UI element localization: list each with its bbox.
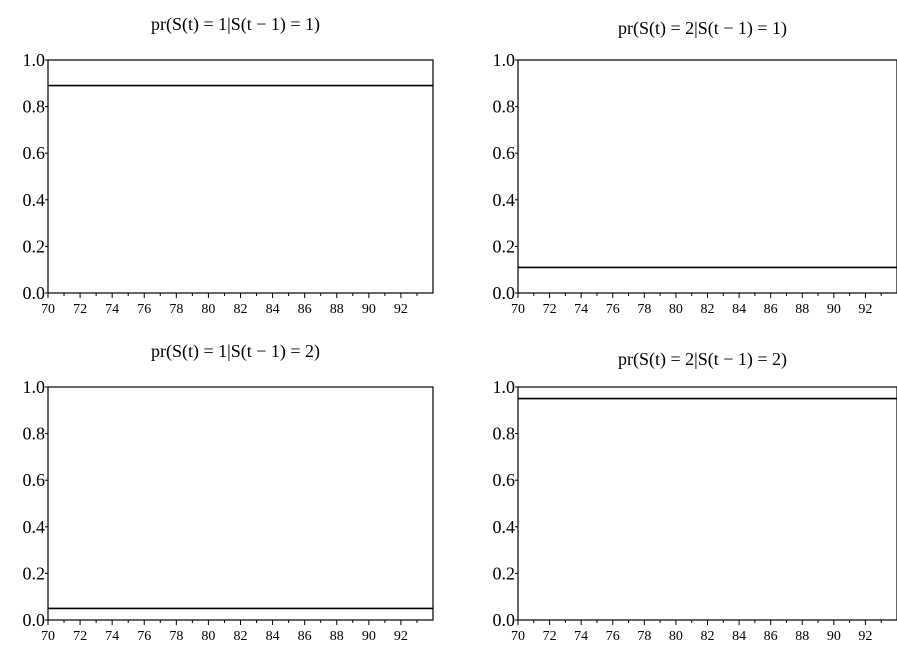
- x-tick-label: 88: [330, 302, 344, 317]
- x-tick-label: 90: [362, 629, 376, 644]
- y-tick-label: 0.2: [23, 236, 46, 256]
- x-tick-label: 78: [169, 302, 183, 317]
- x-tick-label: 72: [543, 629, 557, 644]
- y-tick-label: 0.4: [23, 190, 46, 210]
- y-tick-label: 0.2: [493, 563, 516, 583]
- y-tick-label: 0.4: [493, 190, 516, 210]
- plot-frame: [517, 59, 897, 294]
- x-tick-label: 90: [362, 302, 376, 317]
- y-tick-label: 1.0: [493, 377, 516, 397]
- x-tick-label: 88: [795, 302, 809, 317]
- y-tick-label: 0.2: [23, 563, 46, 583]
- x-tick-label: 86: [298, 629, 312, 644]
- x-tick-label: 74: [105, 302, 119, 317]
- y-tick-label: 0.0: [493, 610, 516, 630]
- y-tick-label: 0.2: [493, 236, 516, 256]
- x-tick-label: 80: [201, 302, 215, 317]
- plot-frame: [47, 59, 434, 294]
- x-tick-label: 84: [732, 629, 746, 644]
- x-tick-label: 86: [298, 302, 312, 317]
- x-tick-label: 72: [73, 302, 87, 317]
- y-tick-label: 0.4: [23, 517, 46, 537]
- chart-panel-4: pr(S(t) = 2|S(t − 1) = 2) 0.0 0.2 0.4 0.6 0.8…: [493, 349, 897, 644]
- x-tick-label: 90: [827, 302, 841, 317]
- chart-title: pr(S(t) = 2|S(t − 1) = 2): [618, 349, 787, 370]
- y-tick-label: 0.8: [493, 97, 516, 117]
- x-tick-label: 70: [511, 302, 525, 317]
- plot-frame: [517, 386, 897, 621]
- y-tick-label: 0.8: [493, 424, 516, 444]
- chart-panel-1: pr(S(t) = 1|S(t − 1) = 1) 0.0 0.2 0.4 0.6 0.8…: [23, 14, 434, 317]
- x-tick-label: 90: [827, 629, 841, 644]
- y-tick-label: 0.8: [23, 424, 46, 444]
- x-tick-label: 92: [394, 302, 408, 317]
- y-tick-label: 0.8: [23, 97, 46, 117]
- y-tick-label: 1.0: [23, 50, 46, 70]
- x-tick-label: 72: [543, 302, 557, 317]
- chart-title: pr(S(t) = 1|S(t − 1) = 1): [151, 14, 320, 35]
- y-tick-label: 0.6: [493, 143, 516, 163]
- x-tick-label: 82: [234, 302, 248, 317]
- y-tick-label: 0.0: [493, 283, 516, 303]
- x-tick-label: 78: [169, 629, 183, 644]
- x-tick-label: 80: [201, 629, 215, 644]
- x-tick-label: 78: [637, 302, 651, 317]
- x-tick-label: 74: [574, 629, 588, 644]
- x-tick-label: 78: [637, 629, 651, 644]
- x-tick-label: 76: [606, 629, 620, 644]
- x-tick-label: 74: [574, 302, 588, 317]
- y-tick-label: 0.6: [493, 470, 516, 490]
- x-tick-label: 84: [732, 302, 746, 317]
- y-tick-label: 0.6: [23, 470, 46, 490]
- x-tick-label: 70: [41, 302, 55, 317]
- x-tick-label: 92: [858, 302, 872, 317]
- x-tick-label: 76: [606, 302, 620, 317]
- x-tick-label: 82: [234, 629, 248, 644]
- y-tick-label: 0.4: [493, 517, 516, 537]
- y-tick-label: 1.0: [493, 50, 516, 70]
- x-tick-label: 86: [764, 629, 778, 644]
- x-tick-label: 84: [266, 302, 280, 317]
- x-tick-label: 70: [41, 629, 55, 644]
- x-tick-label: 88: [330, 629, 344, 644]
- x-tick-label: 70: [511, 629, 525, 644]
- y-tick-label: 0.6: [23, 143, 46, 163]
- x-tick-label: 80: [669, 302, 683, 317]
- x-tick-label: 84: [266, 629, 280, 644]
- x-tick-label: 80: [669, 629, 683, 644]
- chart-panel-2: pr(S(t) = 2|S(t − 1) = 1) 0.0 0.2 0.4 0.6 0.8…: [493, 18, 897, 317]
- chart-title: pr(S(t) = 1|S(t − 1) = 2): [151, 341, 320, 362]
- x-tick-label: 92: [858, 629, 872, 644]
- chart-panel-3: pr(S(t) = 1|S(t − 1) = 2) 0.0 0.2 0.4 0.6 0.8…: [23, 341, 434, 644]
- x-tick-label: 88: [795, 629, 809, 644]
- y-tick-label: 0.0: [23, 610, 46, 630]
- x-tick-label: 86: [764, 302, 778, 317]
- plot-frame: [47, 386, 434, 621]
- y-tick-label: 1.0: [23, 377, 46, 397]
- x-tick-label: 82: [701, 302, 715, 317]
- x-tick-label: 74: [105, 629, 119, 644]
- x-tick-label: 76: [137, 302, 151, 317]
- x-tick-label: 82: [701, 629, 715, 644]
- x-tick-label: 76: [137, 629, 151, 644]
- x-tick-label: 72: [73, 629, 87, 644]
- y-tick-label: 0.0: [23, 283, 46, 303]
- chart-title: pr(S(t) = 2|S(t − 1) = 1): [618, 18, 787, 39]
- x-tick-label: 92: [394, 629, 408, 644]
